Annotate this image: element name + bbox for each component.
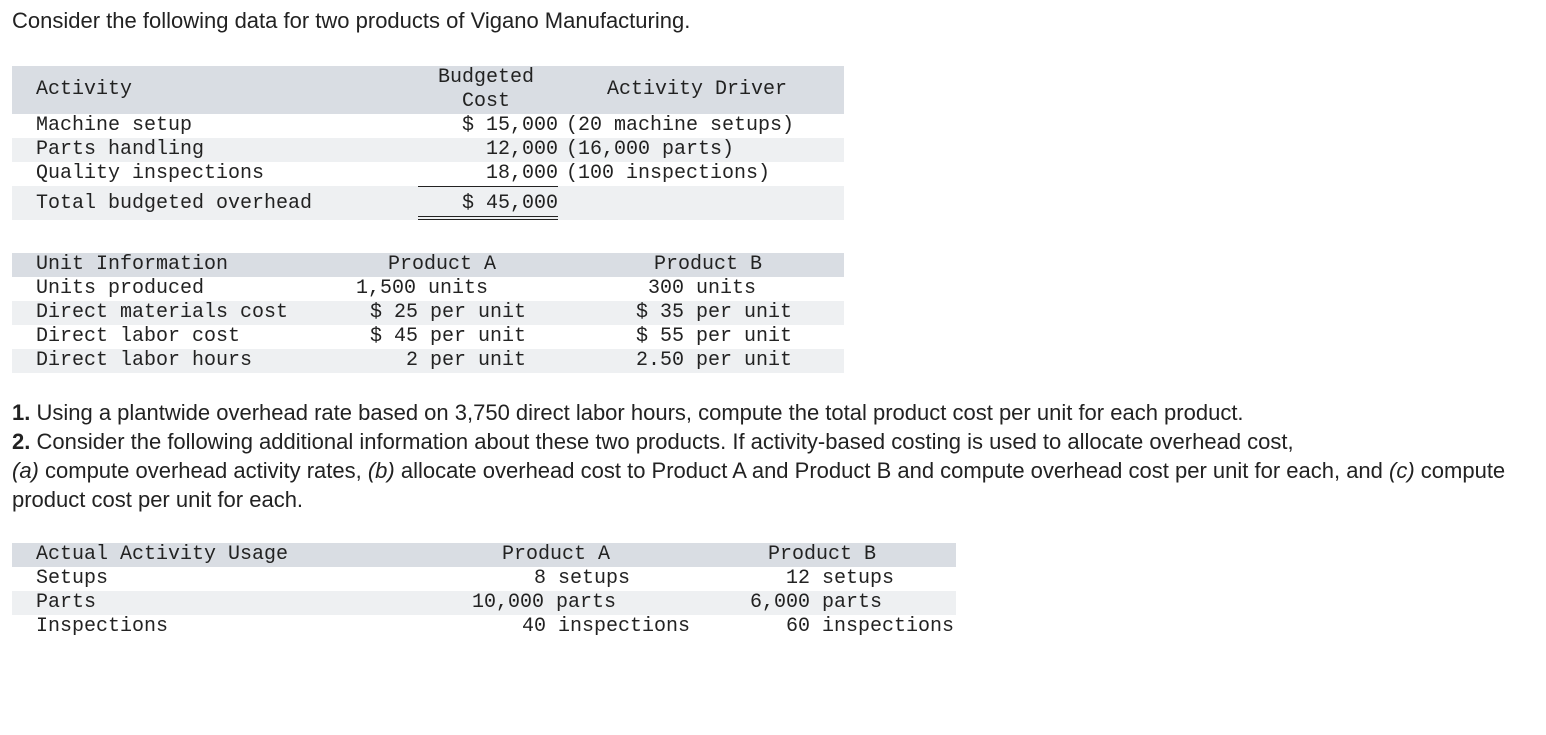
- product-b-cell: 300 units: [648, 277, 757, 300]
- label-cell: Direct labor hours: [36, 349, 253, 372]
- product-a-cell: 1,500 units: [356, 277, 489, 300]
- product-b-cell: 2.50 per unit: [635, 349, 792, 372]
- overhead-table-header: Activity Budgeted Cost Activity Driver: [12, 66, 844, 114]
- cost-cell: 12,000: [485, 138, 558, 161]
- product-a-cell: 40 inspections: [522, 615, 691, 638]
- product-b-cell: 6,000 parts: [750, 591, 883, 614]
- label-cell: Inspections: [36, 615, 169, 638]
- label-cell: Setups: [36, 567, 109, 590]
- header-product-a: Product A: [502, 543, 611, 566]
- part-c-text: compute product cost per unit for each.: [12, 458, 1506, 512]
- double-rule-bottom: [418, 219, 558, 220]
- total-label: Total budgeted overhead: [36, 192, 313, 215]
- sum-rule: [418, 186, 558, 187]
- unit-table-header: Unit Information Product A Product B: [12, 253, 844, 277]
- product-a-cell: 2 per unit: [405, 349, 526, 372]
- table-row: Setups 8 setups 12 setups: [12, 567, 956, 591]
- label-cell: Parts: [36, 591, 97, 614]
- activity-usage-table: Actual Activity Usage Product A Product …: [12, 543, 956, 639]
- table-row: Inspections 40 inspections 60 inspection…: [12, 615, 956, 639]
- label-cell: Direct materials cost: [36, 301, 289, 324]
- product-a-cell: 10,000 parts: [472, 591, 617, 614]
- question-1: 1. Using a plantwide overhead rate based…: [12, 398, 1522, 427]
- header-product-b: Product B: [768, 543, 877, 566]
- activity-cell: Quality inspections: [36, 162, 265, 185]
- product-a-cell: 8 setups: [534, 567, 631, 590]
- table-row: Parts 10,000 parts 6,000 parts: [12, 591, 956, 615]
- table-row: Quality inspections 18,000 (100 inspecti…: [12, 162, 844, 186]
- table-row: Parts handling 12,000 (16,000 parts): [12, 138, 844, 162]
- header-cost-line1: Budgeted: [438, 66, 535, 89]
- header-unit-information: Unit Information: [36, 253, 229, 276]
- product-b-cell: 12 setups: [786, 567, 895, 590]
- usage-table-header: Actual Activity Usage Product A Product …: [12, 543, 956, 567]
- unit-information-table: Unit Information Product A Product B Uni…: [12, 253, 844, 373]
- part-a-marker: (a): [12, 458, 39, 483]
- question-1-text: Using a plantwide overhead rate based on…: [30, 400, 1244, 425]
- table-row: Units produced 1,500 units 300 units: [12, 277, 844, 301]
- product-b-cell: $ 35 per unit: [635, 301, 792, 324]
- header-product-b: Product B: [654, 253, 763, 276]
- cost-cell: $ 15,000: [461, 114, 558, 137]
- questions: 1. Using a plantwide overhead rate based…: [12, 398, 1522, 514]
- question-2: 2. Consider the following additional inf…: [12, 427, 1522, 514]
- header-actual-activity-usage: Actual Activity Usage: [36, 543, 289, 566]
- activity-cell: Machine setup: [36, 114, 193, 137]
- part-b-marker: (b): [367, 458, 395, 483]
- cost-cell: 18,000: [485, 162, 558, 185]
- product-b-cell: 60 inspections: [786, 615, 955, 638]
- total-row: Total budgeted overhead $ 45,000: [12, 186, 844, 220]
- activity-cell: Parts handling: [36, 138, 205, 161]
- product-b-cell: $ 55 per unit: [635, 325, 792, 348]
- label-cell: Units produced: [36, 277, 205, 300]
- product-a-cell: $ 25 per unit: [369, 301, 526, 324]
- double-rule-top: [418, 216, 558, 217]
- table-row: Direct materials cost $ 25 per unit $ 35…: [12, 301, 844, 325]
- part-c-marker: (c): [1389, 458, 1415, 483]
- intro-text: Consider the following data for two prod…: [12, 8, 691, 33]
- overhead-table: Activity Budgeted Cost Activity Driver M…: [12, 66, 844, 220]
- driver-cell: (16,000 parts): [566, 138, 735, 161]
- header-driver: Activity Driver: [607, 78, 788, 101]
- question-2-number: 2.: [12, 429, 31, 454]
- question-1-number: 1.: [12, 400, 31, 425]
- driver-cell: (20 machine setups): [566, 114, 795, 137]
- question-2-text: Consider the following additional inform…: [30, 429, 1294, 454]
- driver-cell: (100 inspections): [566, 162, 771, 185]
- table-row: Machine setup $ 15,000 (20 machine setup…: [12, 114, 844, 138]
- table-row: Direct labor cost $ 45 per unit $ 55 per…: [12, 325, 844, 349]
- header-product-a: Product A: [388, 253, 497, 276]
- header-activity: Activity: [36, 78, 133, 101]
- part-a-text: compute overhead activity rates,: [38, 458, 368, 483]
- part-b-text: allocate overhead cost to Product A and …: [394, 458, 1390, 483]
- label-cell: Direct labor cost: [36, 325, 241, 348]
- header-cost-line2: Cost: [462, 90, 511, 113]
- table-row: Direct labor hours 2 per unit 2.50 per u…: [12, 349, 844, 373]
- product-a-cell: $ 45 per unit: [369, 325, 526, 348]
- total-cost: $ 45,000: [461, 192, 558, 215]
